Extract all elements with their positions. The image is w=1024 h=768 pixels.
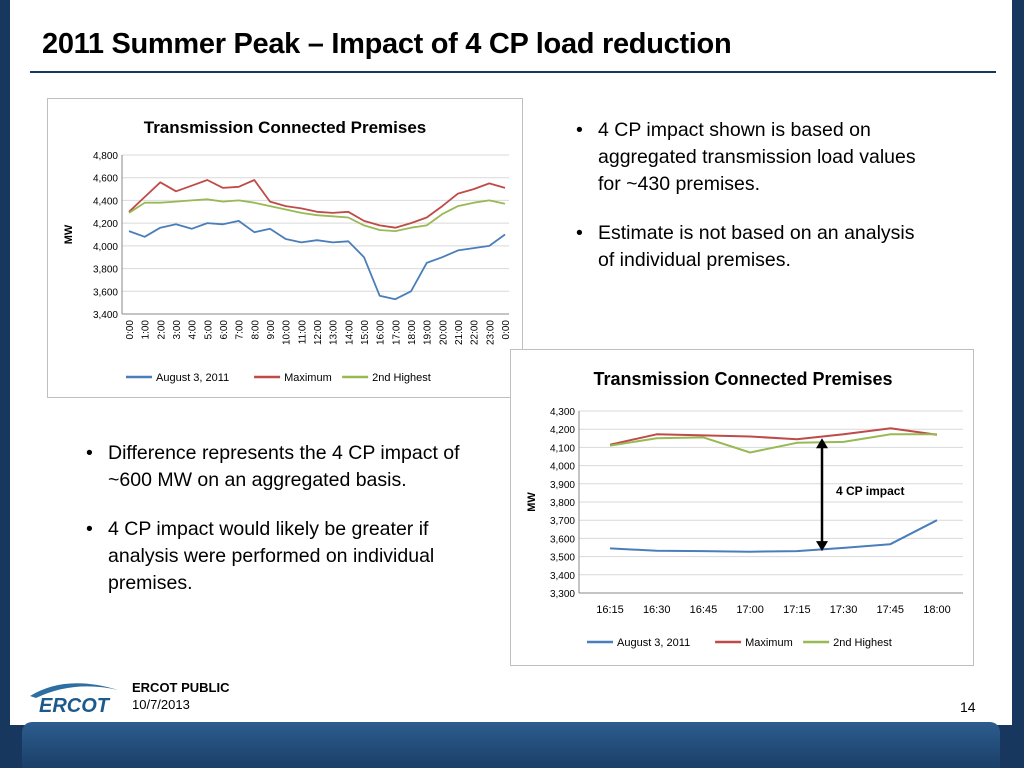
impact-arrow-head-down bbox=[816, 541, 828, 552]
x-tick-label: 8:00 bbox=[250, 320, 261, 340]
y-tick-label: 4,200 bbox=[93, 219, 118, 230]
y-tick-label: 4,100 bbox=[550, 443, 575, 454]
x-tick-label: 2:00 bbox=[156, 320, 167, 340]
chart-peak-window-svg: Transmission Connected Premises 3,300 3,40… bbox=[526, 369, 963, 649]
y-tick-label: 4,600 bbox=[93, 174, 118, 185]
x-tick-label: 9:00 bbox=[266, 320, 277, 340]
legend-entry: August 3, 2011 bbox=[617, 637, 690, 649]
x-tick-label: 0:00 bbox=[501, 320, 512, 340]
x-tick-label: 7:00 bbox=[235, 320, 246, 340]
x-tick-label: 23:00 bbox=[485, 320, 496, 345]
x-tick-label: 11:00 bbox=[297, 320, 308, 345]
x-tick-label: 17:45 bbox=[877, 604, 905, 616]
series-line bbox=[128, 179, 506, 229]
footer-date: 10/7/2013 bbox=[132, 697, 190, 712]
y-tick-label: 3,600 bbox=[550, 534, 575, 545]
y-tick-label: 3,400 bbox=[93, 310, 118, 321]
x-tick-label: 16:00 bbox=[376, 320, 387, 345]
y-tick-label: 3,300 bbox=[550, 589, 575, 600]
bullet-item: Difference represents the 4 CP impact of… bbox=[86, 440, 486, 494]
x-tick-label: 6:00 bbox=[219, 320, 230, 340]
bottom-bar bbox=[22, 722, 1000, 768]
y-tick-label: 4,400 bbox=[93, 196, 118, 207]
y-tick-label: 3,600 bbox=[93, 287, 118, 298]
x-tick-label: 4:00 bbox=[188, 320, 199, 340]
y-axis-label: MW bbox=[526, 492, 538, 512]
y-tick-label: 4,000 bbox=[93, 242, 118, 253]
footer-info: ERCOT PUBLIC 10/7/2013 bbox=[132, 679, 230, 713]
x-tick-label: 17:15 bbox=[783, 604, 811, 616]
y-tick-label: 3,800 bbox=[93, 265, 118, 276]
y-axis-label: MW bbox=[63, 224, 75, 244]
chart-full-day: Transmission Connected Premises 3,400 3,60… bbox=[47, 98, 523, 398]
x-tick-label: 1:00 bbox=[141, 320, 152, 340]
chart-title: Transmission Connected Premises bbox=[593, 369, 892, 389]
x-tick-label: 0:00 bbox=[125, 320, 136, 340]
x-tick-label: 22:00 bbox=[470, 320, 481, 345]
x-tick-label: 16:30 bbox=[643, 604, 671, 616]
x-tick-label: 17:00 bbox=[391, 320, 402, 345]
y-tick-label: 4,000 bbox=[550, 462, 575, 473]
y-tick-label: 3,800 bbox=[550, 498, 575, 509]
x-tick-label: 3:00 bbox=[172, 320, 183, 340]
impact-annotation: 4 CP impact bbox=[836, 484, 905, 498]
x-tick-label: 20:00 bbox=[438, 320, 449, 345]
impact-arrow-head-up bbox=[816, 438, 828, 449]
bullet-item: 4 CP impact would likely be greater if a… bbox=[86, 516, 486, 597]
x-tick-label: 19:00 bbox=[423, 320, 434, 345]
series-line bbox=[609, 433, 937, 454]
chart-full-day-svg: Transmission Connected Premises 3,400 3,60… bbox=[63, 118, 512, 384]
series-line bbox=[128, 220, 506, 301]
y-tick-label: 3,700 bbox=[550, 516, 575, 527]
series-line bbox=[128, 198, 506, 233]
legend-entry: Maximum bbox=[745, 637, 793, 649]
y-tick-label: 3,900 bbox=[550, 480, 575, 491]
x-tick-label: 13:00 bbox=[329, 320, 340, 345]
x-tick-label: 10:00 bbox=[282, 320, 293, 345]
x-tick-label: 16:45 bbox=[690, 604, 718, 616]
bullet-item: Estimate is not based on an analysis of … bbox=[576, 220, 936, 274]
left-bullet-list: Difference represents the 4 CP impact of… bbox=[86, 440, 486, 619]
x-tick-label: 12:00 bbox=[313, 320, 324, 345]
y-tick-label: 4,300 bbox=[550, 407, 575, 418]
x-tick-label: 17:30 bbox=[830, 604, 858, 616]
legend-entry: 2nd Highest bbox=[372, 372, 431, 384]
legend-entry: 2nd Highest bbox=[833, 637, 892, 649]
chart-peak-window: Transmission Connected Premises 3,300 3,40… bbox=[510, 349, 974, 666]
x-tick-label: 17:00 bbox=[736, 604, 764, 616]
x-tick-label: 14:00 bbox=[344, 320, 355, 345]
footer-label: ERCOT PUBLIC bbox=[132, 680, 230, 695]
legend-entry: Maximum bbox=[284, 372, 332, 384]
x-tick-label: 18:00 bbox=[923, 604, 951, 616]
y-tick-label: 4,200 bbox=[550, 425, 575, 436]
page-number: 14 bbox=[960, 699, 976, 715]
legend-entry: August 3, 2011 bbox=[156, 372, 229, 384]
y-tick-label: 3,500 bbox=[550, 553, 575, 564]
logo-text: ERCOT bbox=[39, 695, 111, 717]
bullet-item: 4 CP impact shown is based on aggregated… bbox=[576, 117, 936, 198]
chart-title: Transmission Connected Premises bbox=[144, 118, 427, 137]
y-tick-label: 4,800 bbox=[93, 151, 118, 162]
x-tick-label: 15:00 bbox=[360, 320, 371, 345]
y-tick-label: 3,400 bbox=[550, 571, 575, 582]
x-tick-label: 5:00 bbox=[203, 320, 214, 340]
title-divider bbox=[30, 71, 996, 73]
series-line bbox=[609, 427, 938, 446]
right-bullet-list: 4 CP impact shown is based on aggregated… bbox=[576, 117, 936, 296]
page-title: 2011 Summer Peak – Impact of 4 CP load r… bbox=[42, 28, 732, 60]
ercot-logo: ERCOT bbox=[26, 676, 122, 723]
x-tick-label: 21:00 bbox=[454, 320, 465, 345]
x-tick-label: 18:00 bbox=[407, 320, 418, 345]
x-tick-label: 16:15 bbox=[596, 604, 624, 616]
series-line bbox=[609, 519, 938, 553]
